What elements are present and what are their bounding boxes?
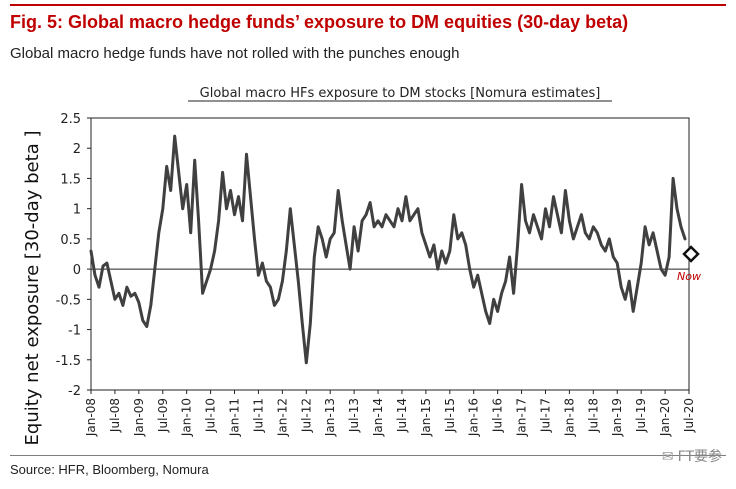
x-tick-label: Jan-16 [467, 398, 481, 437]
x-tick-label: Jan-14 [371, 398, 385, 437]
x-tick-label: Jan-18 [562, 398, 576, 437]
x-tick-label: Jul-09 [156, 398, 170, 433]
y-tick-label: 1 [73, 203, 81, 218]
y-tick-label: 1.5 [60, 172, 81, 187]
x-tick-label: Jul-08 [108, 398, 122, 433]
y-tick-label: -1 [68, 324, 81, 339]
y-tick-label: 2.5 [60, 112, 81, 127]
figure-subtitle: Global macro hedge funds have not rolled… [10, 45, 460, 62]
x-tick-label: Jan-20 [658, 398, 672, 437]
x-tick-label: Jan-09 [132, 398, 146, 437]
x-tick-label: Jan-11 [228, 398, 242, 437]
wechat-icon: ✉ [661, 449, 674, 465]
y-tick-label: -0.5 [56, 293, 81, 308]
x-tick-label: Jan-12 [275, 398, 289, 437]
y-tick-label: -2 [68, 384, 81, 399]
series-line [89, 134, 687, 365]
watermark: ✉ FT要参 [662, 446, 722, 466]
y-tick-label: 0 [73, 263, 81, 278]
source-note: Source: HFR, Bloomberg, Nomura [10, 462, 209, 477]
x-tick-label: Jan-08 [84, 398, 98, 437]
x-tick-label: Jul-17 [538, 398, 552, 433]
x-tick-label: Jan-10 [180, 398, 194, 437]
x-tick-label: Jul-11 [251, 398, 265, 433]
y-tick-label: 2 [73, 142, 81, 157]
x-tick-label: Jul-16 [491, 398, 505, 433]
x-tick-label: Jan-13 [323, 398, 337, 437]
plot-frame [90, 117, 690, 391]
now-marker [682, 245, 700, 263]
figure-title: Fig. 5: Global macro hedge funds’ exposu… [10, 12, 629, 32]
x-tick-label: Jul-20 [682, 398, 696, 433]
top-accent-rule [10, 4, 726, 6]
x-tick-label: Jan-15 [419, 398, 433, 437]
y-axis-label: Equity net exposure [30-day beta ] [22, 131, 43, 446]
x-tick-label: Jul-10 [204, 398, 218, 433]
x-tick-label: Jul-14 [395, 398, 409, 433]
x-tick-label: Jul-15 [443, 398, 457, 433]
x-tick-label: Jul-12 [299, 398, 313, 433]
x-tick-label: Jul-19 [634, 398, 648, 433]
y-tick-label: 0.5 [60, 233, 81, 248]
y-tick-label: -1.5 [56, 354, 81, 369]
x-tick-label: Jul-18 [586, 398, 600, 433]
now-label: Now [677, 270, 701, 283]
x-tick-label: Jan-17 [515, 398, 529, 437]
x-tick-label: Jul-13 [347, 398, 361, 433]
x-tick-label: Jan-19 [610, 398, 624, 437]
footer-rule [10, 455, 726, 456]
chart-title: Global macro HFs exposure to DM stocks [… [200, 86, 601, 101]
watermark-text: FT要参 [677, 449, 722, 465]
line-chart: Global macro HFs exposure to DM stocks [… [22, 86, 701, 446]
